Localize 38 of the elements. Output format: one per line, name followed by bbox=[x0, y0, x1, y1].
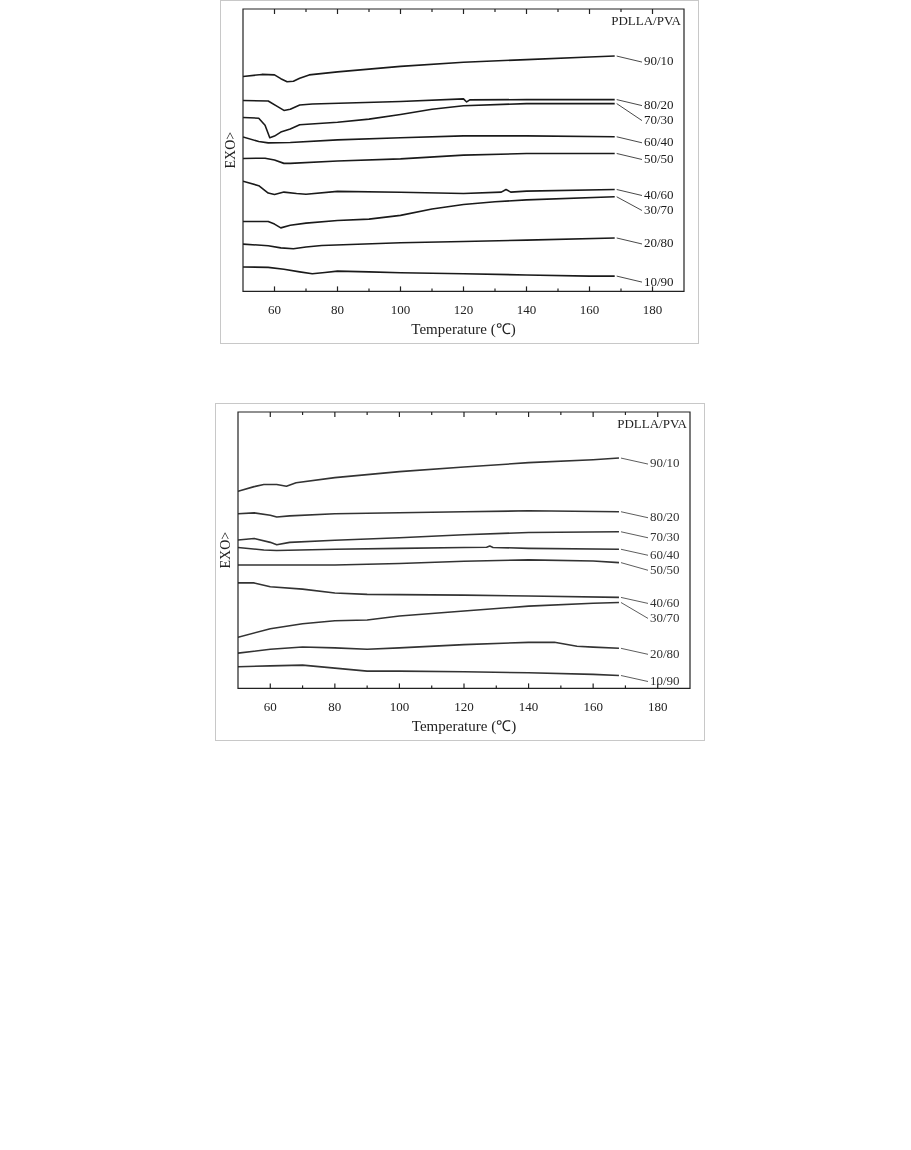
x-tick-label: 100 bbox=[390, 301, 411, 317]
x-tick-label: 140 bbox=[518, 698, 539, 714]
legend-title: PDLLA/PVA bbox=[617, 415, 688, 431]
text: 60/40 bbox=[644, 134, 674, 150]
legend-label: 80/20 bbox=[644, 97, 674, 113]
legend-label: 80/20 bbox=[650, 509, 680, 525]
legend-label: 40/60 bbox=[644, 186, 674, 202]
y-axis-title: EXO> bbox=[222, 131, 238, 169]
legend-title: PDLLA/PVA bbox=[611, 12, 682, 28]
legend-label: 50/50 bbox=[650, 561, 680, 577]
text: 30/70 bbox=[650, 609, 680, 625]
legend-label: 10/90 bbox=[644, 273, 674, 289]
x-tick-label: 100 bbox=[389, 698, 410, 714]
legend-label: 90/10 bbox=[650, 455, 680, 471]
x-tick-label: 140 bbox=[516, 301, 537, 317]
legend-label: 10/90 bbox=[650, 672, 680, 688]
legend-label: 20/80 bbox=[650, 645, 680, 661]
legend-label: 30/70 bbox=[644, 201, 674, 217]
x-tick-label: 120 bbox=[454, 698, 474, 714]
legend-label: 40/60 bbox=[650, 594, 680, 610]
x-tick-label: 180 bbox=[647, 698, 668, 714]
x-tick-label: 60 bbox=[268, 301, 281, 317]
legend-label: 20/80 bbox=[644, 235, 674, 251]
x-tick-label: 120 bbox=[453, 301, 474, 317]
x-tick-label: 180 bbox=[642, 301, 663, 317]
legend-label: 90/10 bbox=[644, 53, 674, 69]
x-tick-label: 160 bbox=[583, 698, 603, 714]
legend-label: 70/30 bbox=[650, 529, 680, 545]
x-axis-title: Temperature (℃) bbox=[411, 320, 516, 338]
legend-label: 60/40 bbox=[650, 546, 680, 562]
x-axis-title: Temperature (℃) bbox=[411, 717, 517, 735]
x-tick-label: 60 bbox=[263, 698, 277, 714]
y-axis-title: EXO> bbox=[217, 531, 233, 569]
text: 70/30 bbox=[644, 112, 674, 128]
x-tick-label: 160 bbox=[579, 301, 600, 317]
legend-label: 50/50 bbox=[644, 150, 674, 166]
x-tick-label: 80 bbox=[328, 698, 342, 714]
x-tick-label: 80 bbox=[331, 301, 344, 317]
